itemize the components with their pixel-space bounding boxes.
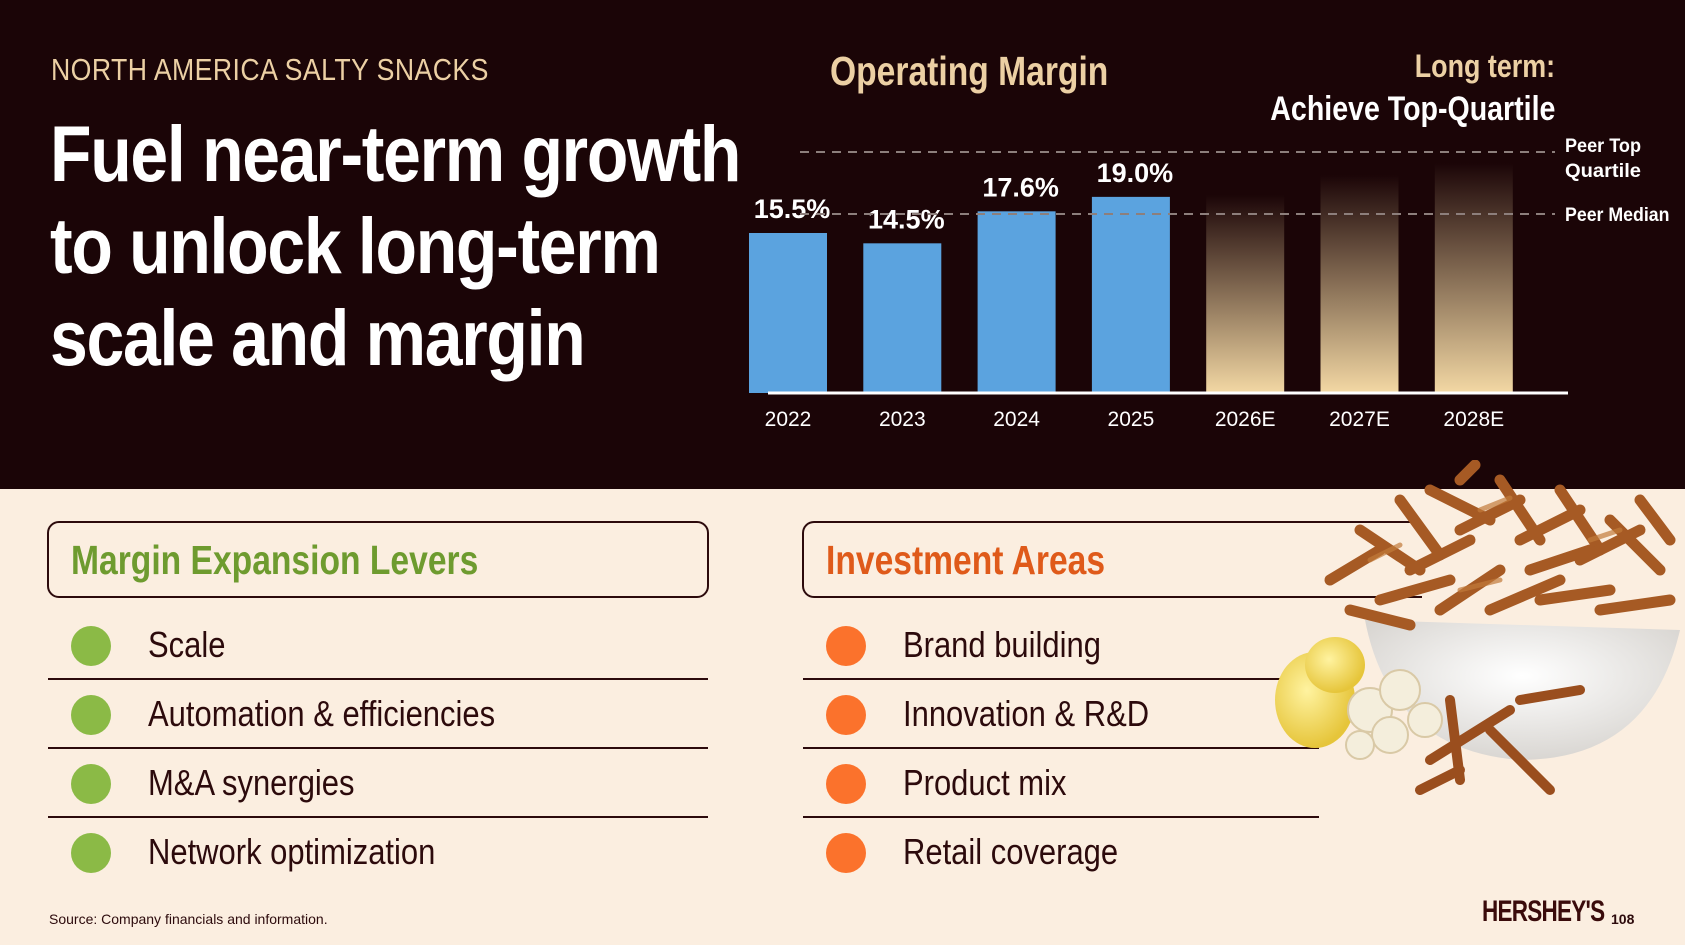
investment-label: Innovation & R&D [903, 693, 1150, 734]
lever-label: M&A synergies [148, 762, 355, 803]
levers-card-header: Margin Expansion Levers [47, 521, 709, 598]
reference-label-top-quartile: Peer Top [1565, 136, 1641, 157]
bullet-dot [71, 695, 111, 735]
operating-margin-chart: 15.5% 2022 14.5% 2023 17.6% 2024 19.0% 2025 2026… [749, 136, 1670, 431]
row-divider [803, 678, 1319, 680]
bullet-dot [826, 764, 866, 804]
lever-label: Automation & efficiencies [148, 693, 496, 734]
hershey-logo: HERSHEY'S [1482, 895, 1605, 928]
row-divider [48, 678, 708, 680]
reference-label-top-quartile: Quartile [1565, 161, 1641, 182]
x-tick-label-2023: 2023 [879, 408, 926, 431]
slide-headline: Fuel near-term growth to unlock long-ter… [50, 108, 764, 384]
investment-label: Retail coverage [903, 831, 1119, 872]
long-term-goal: Achieve Top-Quartile [1269, 90, 1555, 128]
reference-label-median: Peer Median [1565, 205, 1670, 226]
lever-label: Scale [148, 624, 226, 665]
projected-bar-2027E [1320, 175, 1399, 393]
bullet-dot [71, 764, 111, 804]
data-label-2024: 17.6% [982, 172, 1059, 202]
lever-label: Network optimization [148, 831, 436, 872]
source-note: Source: Company financials and informati… [49, 911, 328, 927]
x-tick-label-2025: 2025 [1108, 408, 1155, 431]
list-item: Innovation & R&D [803, 680, 1319, 749]
projected-bar-2028E [1434, 163, 1513, 393]
x-tick-label-2027E: 2027E [1329, 408, 1390, 431]
investment-list: Brand building Innovation & R&D Product … [803, 611, 1319, 891]
list-item: M&A synergies [48, 749, 708, 818]
x-tick-label-2028E: 2028E [1443, 408, 1504, 431]
bar-2025 [1091, 196, 1170, 393]
page-number: 108 [1611, 911, 1635, 927]
x-tick-label-2024: 2024 [993, 408, 1040, 431]
data-label-2022: 15.5% [754, 194, 831, 224]
dark-header-panel [0, 0, 1685, 489]
row-divider [48, 816, 708, 818]
long-term-label: Long term: [1414, 48, 1555, 84]
list-item: Network optimization [48, 818, 708, 887]
investment-title: Investment Areas [826, 537, 1106, 583]
bullet-dot [71, 626, 111, 666]
x-tick-label-2022: 2022 [765, 408, 812, 431]
bar-2023 [863, 243, 942, 393]
headline-line-1: Fuel near-term growth [50, 109, 741, 198]
bar-2024 [977, 211, 1056, 393]
snack-bowl-image [1275, 460, 1680, 795]
investment-label: Product mix [903, 762, 1067, 803]
row-divider [48, 747, 708, 749]
data-label-2023: 14.5% [868, 204, 945, 234]
bullet-dot [826, 695, 866, 735]
bullet-dot [71, 833, 111, 873]
section-eyebrow: NORTH AMERICA SALTY SNACKS [51, 52, 489, 87]
investment-label: Brand building [903, 624, 1101, 665]
bullet-dot [826, 626, 866, 666]
headline-line-2: to unlock long-term [50, 201, 661, 290]
list-item: Product mix [803, 749, 1319, 818]
levers-list: Scale Automation & efficiencies M&A syne… [48, 611, 708, 891]
list-item: Retail coverage [803, 818, 1319, 887]
chart-title: Operating Margin [830, 48, 1109, 94]
headline-line-3: scale and margin [50, 293, 586, 382]
levers-title: Margin Expansion Levers [71, 537, 479, 583]
row-divider [803, 816, 1319, 818]
bar-2022 [749, 233, 827, 393]
investment-card-header: Investment Areas [802, 521, 1422, 598]
row-divider [803, 747, 1319, 749]
bullet-dot [826, 833, 866, 873]
projected-bar-2026E [1206, 195, 1285, 393]
data-label-2025: 19.0% [1097, 158, 1174, 188]
list-item: Scale [48, 611, 708, 680]
x-tick-label-2026E: 2026E [1215, 408, 1276, 431]
list-item: Automation & efficiencies [48, 680, 708, 749]
list-item: Brand building [803, 611, 1319, 680]
